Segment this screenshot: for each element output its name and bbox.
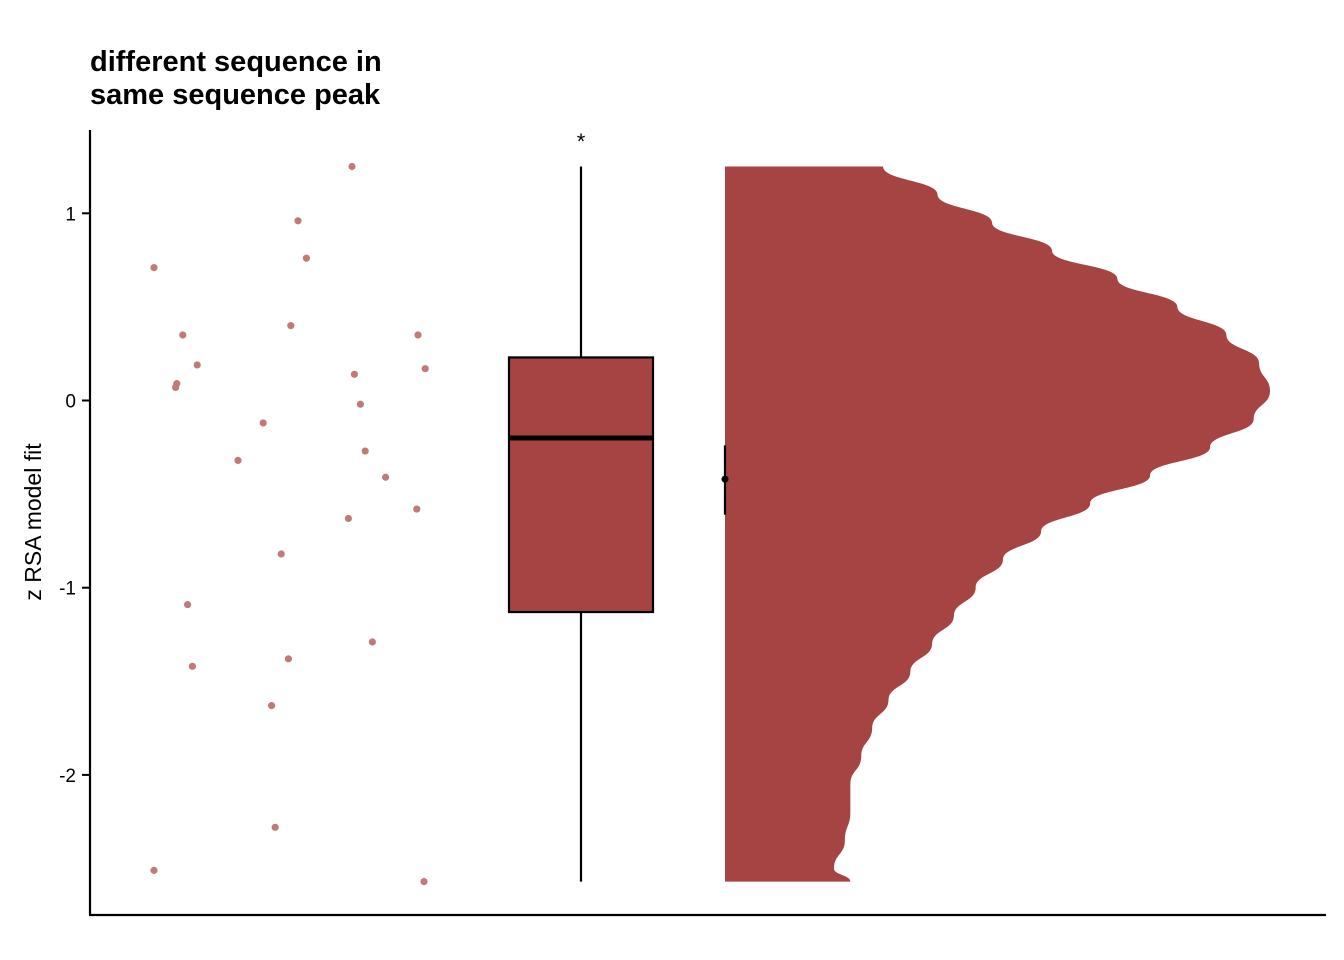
chart-title-line-1: different sequence in <box>90 46 382 78</box>
y-tick-label: 1 <box>65 204 76 225</box>
data-point <box>420 878 428 886</box>
y-tick-label: -2 <box>59 766 76 787</box>
data-point <box>421 365 429 373</box>
density-shape <box>725 166 1270 882</box>
y-axis-ticks: 1 0 -1 -2 <box>59 204 90 787</box>
data-point <box>348 162 356 171</box>
data-point <box>188 662 196 670</box>
chart-title: different sequence in same sequence peak <box>90 46 382 112</box>
y-axis-label: z RSA model fit <box>20 443 46 601</box>
data-point <box>268 702 276 710</box>
significance-marker: * <box>577 129 586 154</box>
data-point <box>382 473 390 481</box>
data-point <box>356 400 364 408</box>
data-point <box>150 866 158 874</box>
data-point <box>179 331 187 339</box>
data-point <box>234 456 242 465</box>
data-point <box>184 600 192 609</box>
data-point <box>150 263 158 272</box>
chart-title-line-2: same sequence peak <box>90 79 381 111</box>
density-cloud <box>725 166 1270 882</box>
data-point <box>277 550 285 558</box>
raw-data-points <box>150 162 429 886</box>
data-point <box>302 254 310 262</box>
data-point <box>413 505 421 513</box>
mean-point <box>721 475 729 483</box>
boxplot <box>507 166 655 882</box>
data-point <box>294 217 302 225</box>
data-point <box>287 322 295 330</box>
data-point <box>414 331 422 339</box>
data-point <box>193 361 201 369</box>
interquartile-box <box>507 356 655 614</box>
data-point <box>172 383 180 391</box>
data-point <box>350 370 358 378</box>
mean-error-bar <box>721 445 729 515</box>
y-tick-label: -1 <box>59 579 76 600</box>
data-point <box>368 638 376 646</box>
data-point <box>284 655 292 663</box>
data-point <box>361 447 369 455</box>
data-point <box>259 419 267 427</box>
data-point <box>271 823 279 831</box>
y-tick-label: 0 <box>65 392 76 413</box>
data-point <box>344 514 352 523</box>
